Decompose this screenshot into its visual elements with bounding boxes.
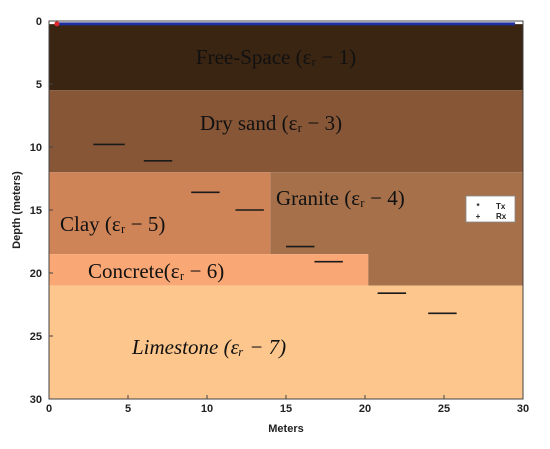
y-tick-label: 25 xyxy=(30,331,42,343)
x-tick-label: 0 xyxy=(46,403,52,415)
x-axis-title: Meters xyxy=(268,423,303,435)
x-axis-ticks: 0 5 10 15 20 25 30 xyxy=(46,395,529,415)
layer-label-free-space: Free-Space (εᵣ − 1) xyxy=(196,45,356,69)
legend-symbol-tx: * xyxy=(476,202,480,211)
transmitter-marker xyxy=(54,21,60,27)
legend-label-rx: Rx xyxy=(496,212,507,221)
x-tick-label: 15 xyxy=(280,403,292,415)
y-axis-ticks: 0 5 10 15 20 25 30 xyxy=(30,16,53,406)
layer-region-granite xyxy=(270,172,523,286)
layer-region-free-space xyxy=(49,24,523,91)
layer-label-concrete: Concrete(εᵣ − 6) xyxy=(88,259,224,283)
layer-label-clay: Clay (εᵣ − 5) xyxy=(60,212,165,236)
y-tick-label: 15 xyxy=(30,205,42,217)
legend-box xyxy=(465,195,516,223)
layer-label-granite: Granite (εᵣ − 4) xyxy=(276,186,405,210)
y-tick-label: 5 xyxy=(36,79,42,91)
y-tick-label: 20 xyxy=(30,268,42,280)
layer-label-limestone: Limestone (εᵣ − 7) xyxy=(131,335,286,359)
y-tick-label: 0 xyxy=(36,16,42,28)
x-tick-label: 30 xyxy=(517,403,529,415)
legend: * Tx + Rx xyxy=(465,195,516,223)
y-tick-label: 10 xyxy=(30,142,42,154)
y-axis-title: Depth (meters) xyxy=(11,171,23,249)
x-tick-label: 20 xyxy=(359,403,371,415)
legend-label-tx: Tx xyxy=(496,202,506,211)
buried-targets xyxy=(93,143,457,315)
layer-region-concrete xyxy=(49,254,369,286)
layer-region-limestone xyxy=(49,285,523,399)
x-tick-label: 10 xyxy=(201,403,213,415)
y-tick-label: 30 xyxy=(30,394,42,406)
layer-region-dry-sand xyxy=(49,90,523,173)
legend-symbol-rx: + xyxy=(476,212,481,221)
layer-label-dry-sand: Dry sand (εᵣ − 3) xyxy=(200,111,342,135)
transceiver-markers xyxy=(54,21,516,27)
x-tick-label: 25 xyxy=(438,403,450,415)
layer-labels: Free-Space (εᵣ − 1) Dry sand (εᵣ − 3) Gran… xyxy=(60,45,405,359)
x-tick-label: 5 xyxy=(125,403,131,415)
